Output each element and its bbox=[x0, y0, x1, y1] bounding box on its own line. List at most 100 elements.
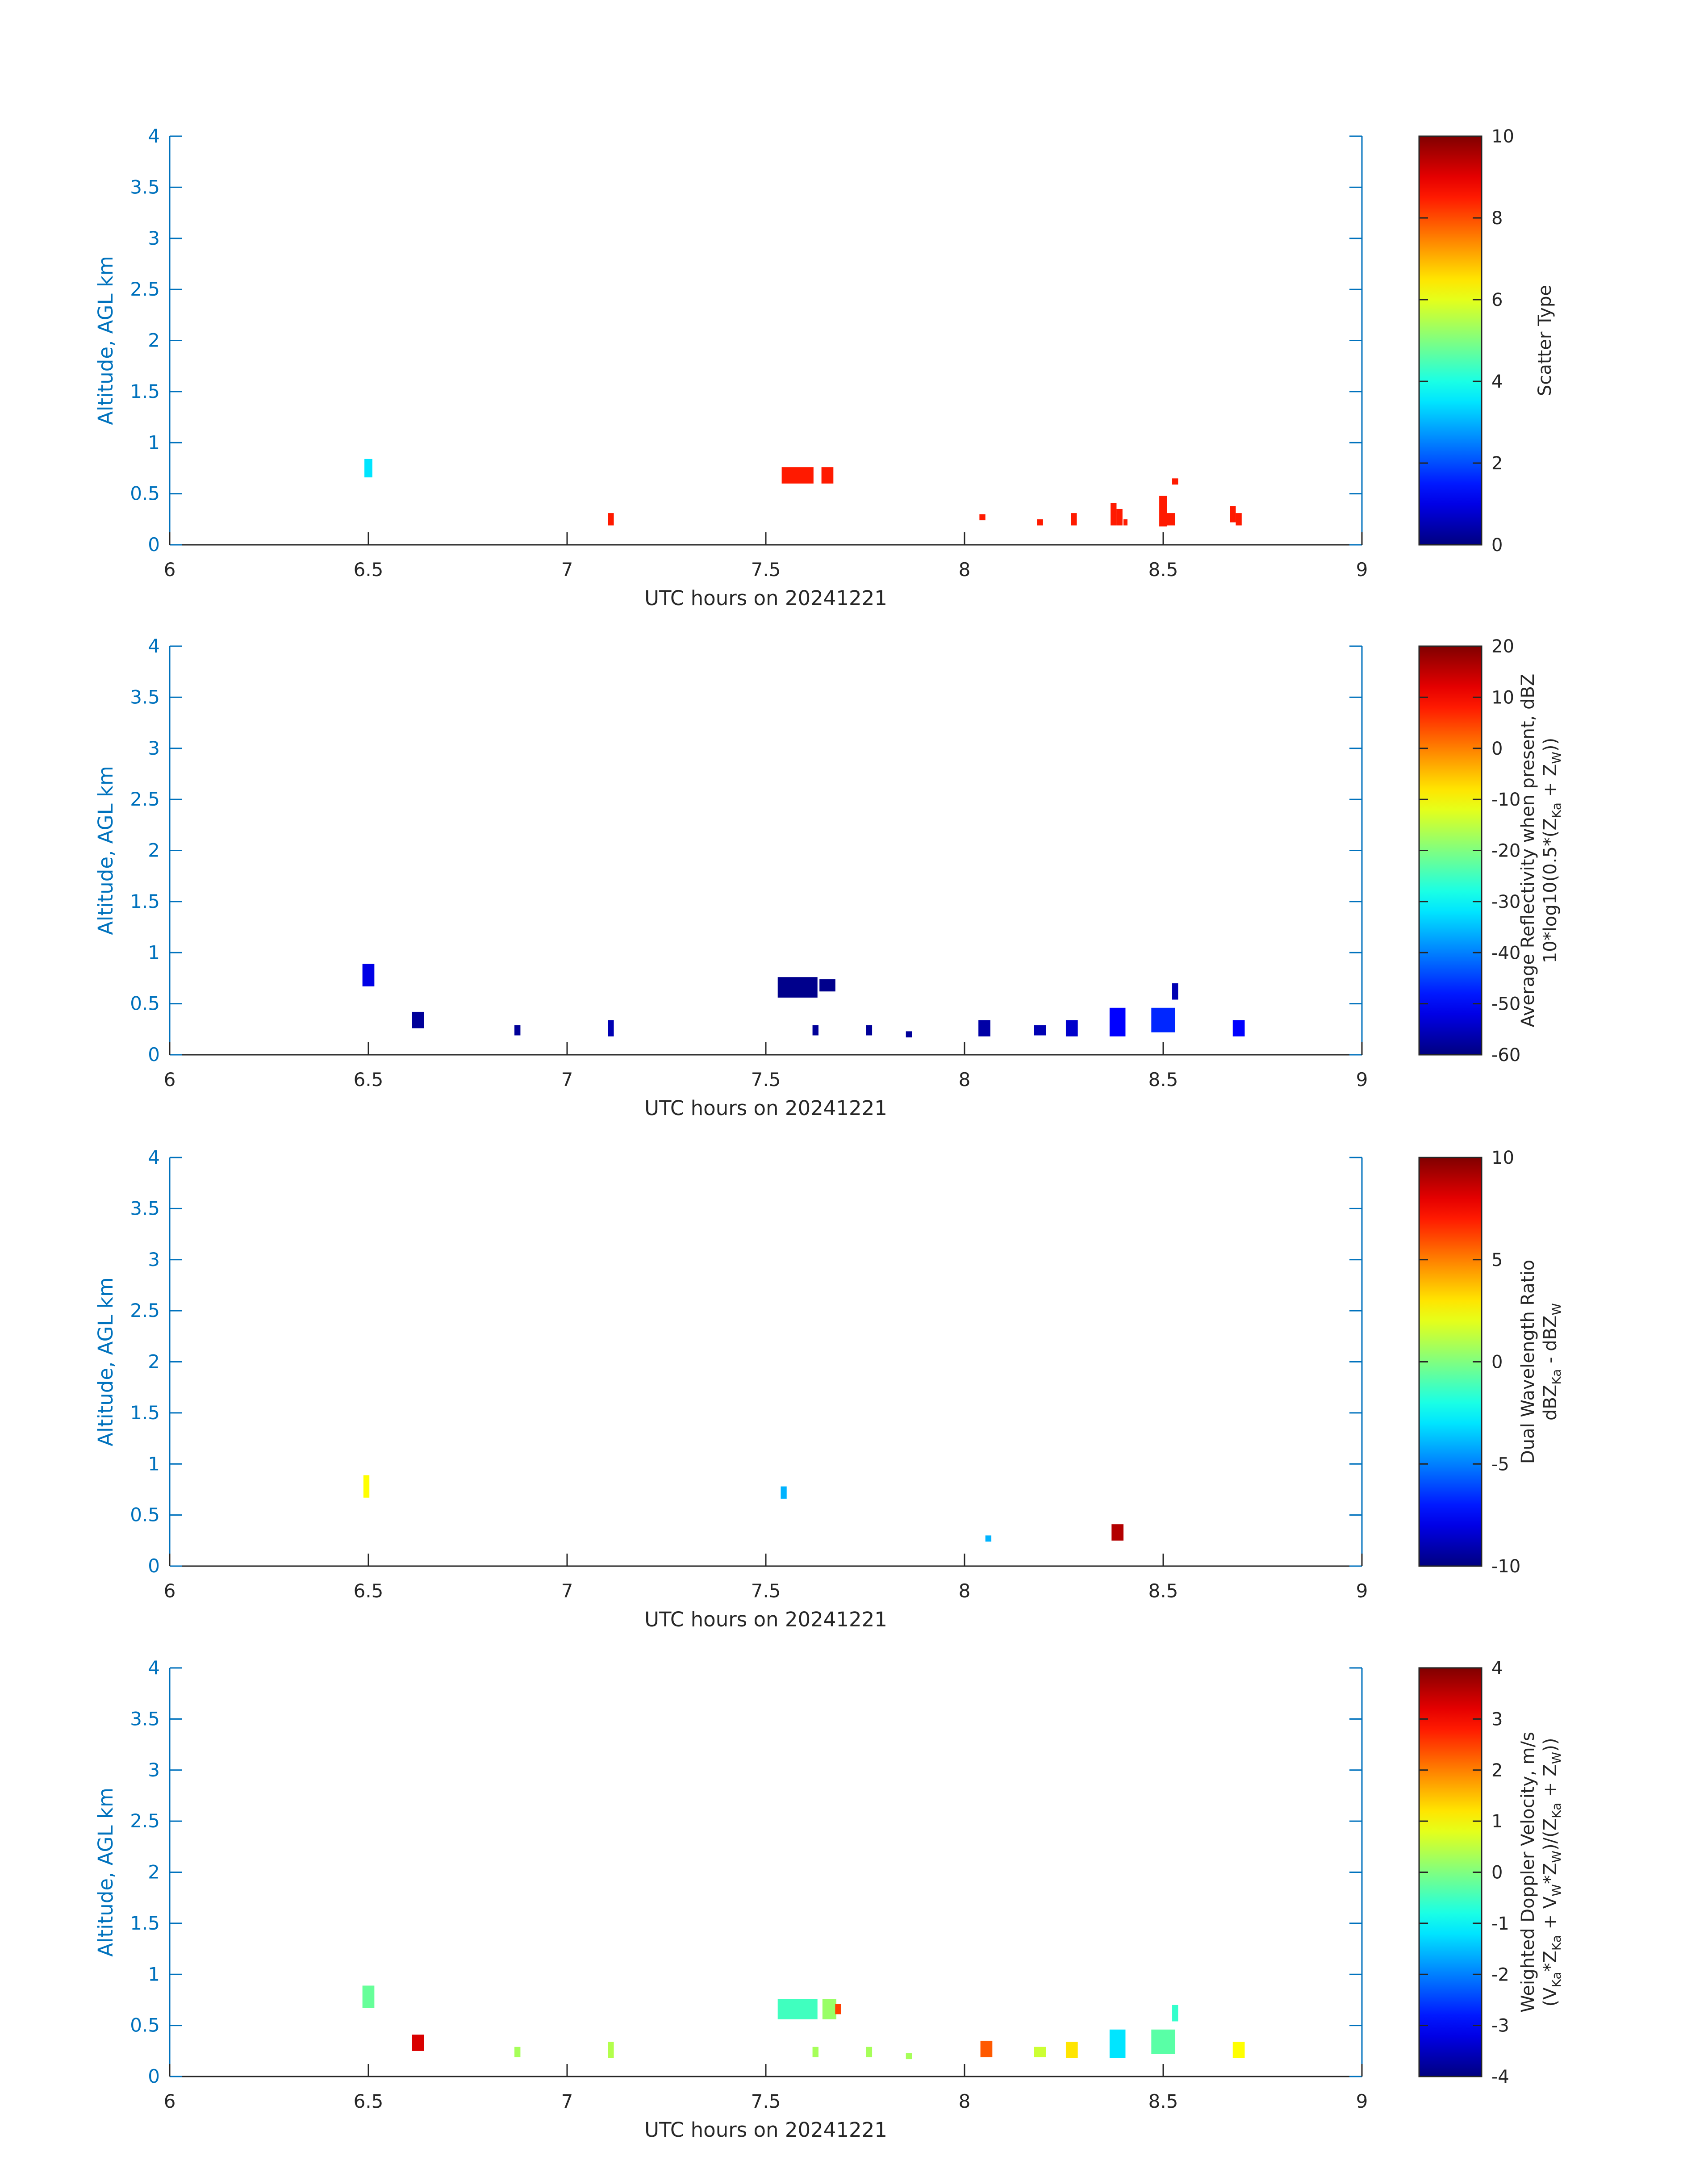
colorbar-label-part: )) bbox=[1540, 738, 1561, 752]
y-tick-label: 3.5 bbox=[130, 1197, 160, 1219]
y-tick-label: 2 bbox=[148, 1861, 160, 1883]
y-tick-label: 2 bbox=[148, 330, 160, 351]
colorbar-label-part: dBZ bbox=[1540, 1385, 1561, 1421]
data-cell bbox=[364, 459, 372, 478]
data-cell bbox=[1065, 1020, 1078, 1036]
x-tick-label: 8 bbox=[959, 559, 971, 581]
colorbar-tick-label: 10 bbox=[1491, 687, 1514, 708]
y-axis-label: Altitude, AGL km bbox=[94, 1277, 117, 1446]
y-tick-label: 0.5 bbox=[130, 483, 160, 505]
x-tick-label: 9 bbox=[1356, 1069, 1368, 1091]
y-tick-label: 2.5 bbox=[130, 1300, 160, 1321]
colorbar-tick-label: 10 bbox=[1491, 1148, 1514, 1168]
x-tick-label: 6 bbox=[164, 2090, 176, 2112]
colorbar-tick-label: 0 bbox=[1491, 535, 1503, 556]
data-cell bbox=[906, 1031, 912, 1038]
x-axis-label: UTC hours on 20241221 bbox=[644, 1608, 887, 1631]
colorbar bbox=[1418, 135, 1482, 546]
data-cell bbox=[1037, 519, 1043, 526]
y-axis-label: Altitude, AGL km bbox=[94, 766, 117, 935]
y-tick-label: 2 bbox=[148, 1351, 160, 1373]
x-tick-label: 6.5 bbox=[354, 1069, 384, 1091]
data-cell bbox=[1151, 2029, 1175, 2054]
colorbar-tick-label: 0 bbox=[1491, 739, 1503, 759]
y-tick-label: 1.5 bbox=[130, 1402, 160, 1424]
colorbar-tick-label: -60 bbox=[1491, 1045, 1520, 1066]
x-tick-label: 6 bbox=[164, 1069, 176, 1091]
colorbar-label-part: )/(Z bbox=[1540, 1818, 1561, 1851]
colorbar-label-part: )) bbox=[1540, 1738, 1561, 1752]
data-cell bbox=[1111, 1524, 1123, 1541]
colorbar-tick-label: 4 bbox=[1491, 1658, 1503, 1679]
colorbar-tick-label: -3 bbox=[1491, 2016, 1509, 2036]
data-cell bbox=[608, 2042, 614, 2058]
y-tick-label: 4 bbox=[148, 1657, 160, 1679]
x-tick-label: 6 bbox=[164, 559, 176, 581]
colorbar-label-line-2: dBZKa - dBZW bbox=[1540, 1303, 1564, 1421]
panel-2: 0 0.5 1 1.5 2 2.5 3 3.5 4 6 6.5 7 7.5 8 8.5 9 UTC hours … bbox=[94, 635, 1564, 1120]
y-tick-label: 1 bbox=[148, 1453, 160, 1475]
y-tick-label: 1 bbox=[148, 1963, 160, 1985]
data-cell bbox=[1232, 2042, 1245, 2058]
y-tick-label: 3 bbox=[148, 1249, 160, 1270]
colorbar-label-subscript: W bbox=[1549, 1884, 1564, 1897]
colorbar-tick-label: -10 bbox=[1491, 790, 1520, 810]
y-tick-label: 4 bbox=[148, 635, 160, 657]
colorbar-tick-label: 2 bbox=[1491, 1760, 1503, 1781]
data-cell bbox=[1230, 506, 1236, 522]
data-cell bbox=[1065, 2042, 1078, 2058]
x-tick-label: 7.5 bbox=[751, 1580, 781, 1602]
colorbar-tick-label: -40 bbox=[1491, 943, 1520, 963]
data-cell bbox=[866, 1025, 873, 1036]
colorbar-label-part: *Z bbox=[1540, 1951, 1561, 1972]
y-tick-label: 0 bbox=[148, 1044, 160, 1066]
y-tick-label: 1.5 bbox=[130, 380, 160, 402]
colorbar-label-line-2: 10*log10(0.5*(ZKa + ZW)) bbox=[1540, 738, 1564, 963]
data-cell bbox=[1167, 513, 1175, 526]
colorbar-label: Scatter Type bbox=[1535, 285, 1555, 396]
y-tick-label: 1 bbox=[148, 941, 160, 963]
panel-3: 0 0.5 1 1.5 2 2.5 3 3.5 4 6 6.5 7 7.5 8 8.5 9 UTC hours … bbox=[94, 1146, 1564, 1631]
data-cell bbox=[1109, 2029, 1126, 2058]
data-cell bbox=[1123, 519, 1128, 526]
x-axis-label: UTC hours on 20241221 bbox=[644, 586, 887, 610]
data-cell bbox=[980, 2040, 993, 2057]
data-cell bbox=[1116, 509, 1123, 526]
colorbar-label-part: - dBZ bbox=[1540, 1316, 1561, 1369]
colorbar-tick-label: 4 bbox=[1491, 372, 1503, 392]
y-tick-label: 3 bbox=[148, 1759, 160, 1781]
colorbar-label-line-1: Dual Wavelength Ratio bbox=[1518, 1260, 1538, 1464]
data-cell bbox=[1236, 513, 1242, 526]
colorbar-tick-label: 1 bbox=[1491, 1811, 1503, 1832]
colorbar-label-subscript: Ka bbox=[1549, 1369, 1564, 1385]
data-cell bbox=[812, 2047, 819, 2057]
y-tick-label: 1 bbox=[148, 431, 160, 453]
colorbar-tick-label: 0 bbox=[1491, 1352, 1503, 1373]
data-cell bbox=[514, 1025, 521, 1036]
colorbar-tick-label: 6 bbox=[1491, 290, 1503, 310]
x-tick-label: 7.5 bbox=[751, 2090, 781, 2112]
y-tick-label: 3 bbox=[148, 737, 160, 759]
x-tick-label: 6.5 bbox=[354, 1580, 384, 1602]
data-cell bbox=[412, 1011, 424, 1028]
colorbar-tick-label: 8 bbox=[1491, 208, 1503, 229]
panel-1: 0 0.5 1 1.5 2 2.5 3 3.5 4 6 6.5 7 7.5 8 8.5 9 UTC hours … bbox=[94, 125, 1555, 610]
x-axis-label: UTC hours on 20241221 bbox=[644, 2118, 887, 2142]
x-axis-label: UTC hours on 20241221 bbox=[644, 1096, 887, 1120]
data-cell bbox=[1159, 496, 1167, 526]
data-cell bbox=[819, 979, 835, 992]
data-cell bbox=[822, 1999, 836, 2019]
colorbar-tick-label: 2 bbox=[1491, 453, 1503, 474]
data-cell bbox=[979, 514, 986, 521]
colorbar-tick-label: -50 bbox=[1491, 994, 1520, 1015]
y-tick-label: 2.5 bbox=[130, 1810, 160, 1832]
y-tick-label: 4 bbox=[148, 125, 160, 147]
colorbar-tick-label: 5 bbox=[1491, 1250, 1503, 1270]
colorbar-tick-label: -5 bbox=[1491, 1454, 1509, 1475]
data-cell bbox=[514, 2047, 521, 2057]
y-tick-label: 3 bbox=[148, 227, 160, 249]
data-cell bbox=[866, 2047, 873, 2057]
y-tick-label: 2.5 bbox=[130, 278, 160, 300]
colorbar bbox=[1418, 645, 1482, 1056]
